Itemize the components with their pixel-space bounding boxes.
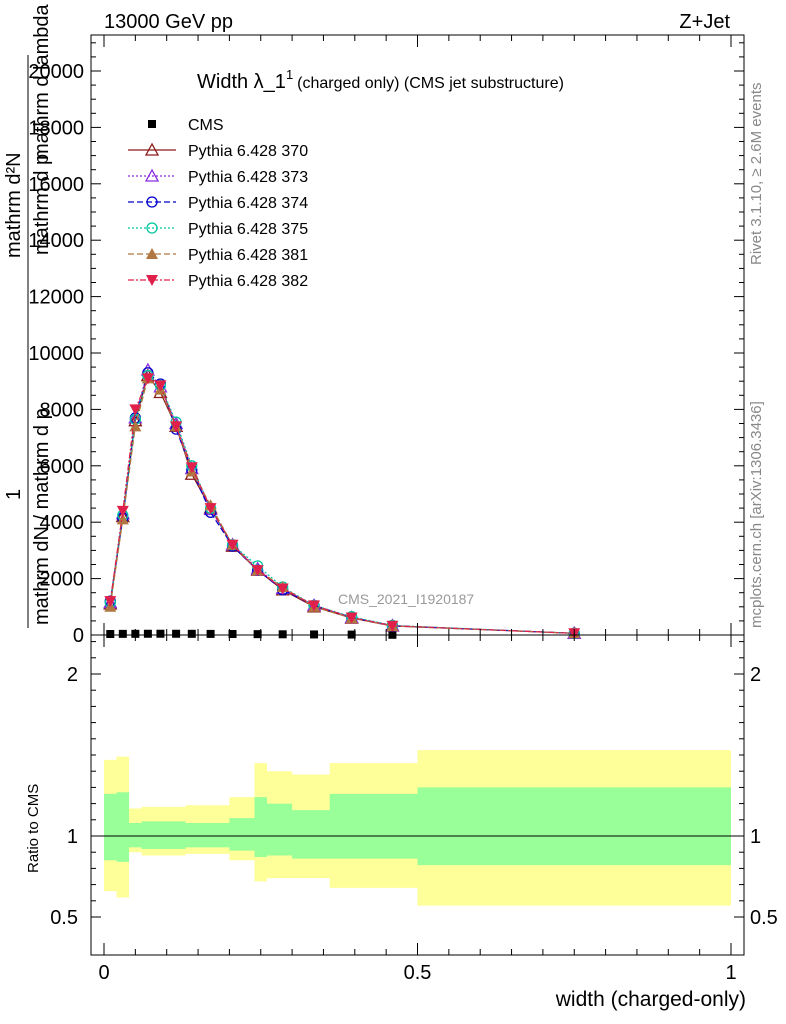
ratio-panel: 0.5 0.51 12 2 0 0.5 1 Ratio to CMS width (cha… (25, 35, 778, 1011)
x-tick-label: 0.5 (404, 962, 432, 984)
legend-entry: Pythia 6.428 375 (128, 221, 308, 238)
ratio-ytick-label: 2 (67, 664, 78, 686)
x-tick-label: 1 (725, 962, 736, 984)
watermark: CMS_2021_I1920187 (338, 591, 474, 607)
legend-marker (148, 120, 156, 128)
ratio-x-ticks: 0 0.5 1 (98, 35, 737, 984)
rivet-label: Rivet 3.1.10, ≥ 2.6M events (748, 83, 765, 266)
main-ytick-label: 14000 (28, 230, 84, 252)
y-label-line-3: mathrm d lambda (31, 4, 53, 160)
data-point (308, 600, 321, 612)
main-title: Width λ_11 (charged only) (CMS jet substr… (197, 67, 564, 93)
data-point (129, 404, 142, 416)
data-point (345, 612, 358, 624)
legend-marker (146, 248, 158, 259)
legend-label: CMS (188, 117, 224, 134)
svg-text:Width λ_11(charged only) (CMS: Width λ_11 (charged only) (CMS jet substr… (197, 67, 564, 93)
data-point (170, 421, 183, 433)
main-ytick-label: 16000 (28, 174, 84, 196)
mcplots-label: mcplots.cern.ch [arXiv:1306.3436] (748, 401, 765, 628)
main-ytick-label: 10000 (28, 343, 84, 365)
data-point (206, 629, 215, 638)
main-title-rest: (charged only) (CMS jet substructure) (297, 75, 564, 92)
data-point (251, 565, 264, 577)
data-point (106, 630, 115, 639)
y-label-line-1: mathrm d²N (3, 152, 25, 258)
legend-entry: Pythia 6.428 381 (128, 247, 308, 264)
data-point (278, 630, 287, 639)
legend-marker (144, 142, 160, 156)
legend-label: Pythia 6.428 381 (188, 247, 308, 264)
main-ytick-label: 8000 (40, 399, 85, 421)
data-point (118, 629, 127, 638)
ratio-ytick-label-right: 2 (750, 664, 761, 686)
main-y-label: mathrm d²N mathrm d p mathrm d lambda 1 … (3, 4, 53, 628)
main-ytick-label: 12000 (28, 287, 84, 309)
main-ytick-label: 4000 (40, 512, 85, 534)
legend-label: Pythia 6.428 375 (188, 221, 308, 238)
data-point (386, 620, 399, 632)
data-point (143, 629, 152, 638)
data-point (253, 630, 262, 639)
legend-marker (146, 275, 158, 286)
data-point (228, 630, 237, 639)
legend-label: Pythia 6.428 374 (188, 195, 308, 212)
data-point (204, 503, 217, 515)
main-y-ticks: 0 2000 4000 6000 8000 10000 12000 14000 16000 180… (28, 42, 744, 647)
legend-entry: Pythia 6.428 374 (128, 195, 308, 212)
legend-entry: Pythia 6.428 373 (128, 168, 308, 186)
legend-entry: Pythia 6.428 370 (128, 142, 308, 160)
data-point (276, 583, 289, 595)
ratio-ytick-label-right: 0.5 (750, 907, 778, 929)
ratio-ytick-label: 0.5 (50, 907, 78, 929)
main-ytick-label: 18000 (28, 117, 84, 139)
ratio-band-stat (104, 787, 731, 866)
legend-entry: Pythia 6.428 382 (128, 273, 308, 290)
data-point (156, 629, 165, 638)
ratio-bands (104, 750, 731, 906)
data-point (129, 420, 142, 432)
main-ytick-label: 20000 (28, 61, 84, 83)
data-point (104, 596, 117, 608)
data-point (185, 462, 198, 474)
data-point (310, 630, 319, 639)
ratio-frame (90, 634, 745, 956)
series-6 (104, 373, 581, 640)
y-label-line-5: mathrm dN / mathrm d p (31, 408, 53, 625)
data-point (141, 373, 154, 385)
legend-label: Pythia 6.428 382 (188, 273, 308, 290)
main-ytick-label: 2000 (40, 569, 85, 591)
energy-label: 13000 GeV pp (104, 11, 233, 33)
legend-marker (144, 168, 160, 182)
legend-label: Pythia 6.428 370 (188, 143, 308, 160)
y-label-line-4: 1 (3, 489, 25, 500)
legend-label: Pythia 6.428 373 (188, 169, 308, 186)
data-point (172, 629, 181, 638)
main-panel: 0 2000 4000 6000 8000 10000 12000 14000 16000 180… (3, 4, 745, 647)
main-title-sup: 1 (286, 67, 293, 82)
data-point (187, 629, 196, 638)
ratio-y-label: Ratio to CMS (25, 784, 42, 873)
main-series-group (103, 362, 582, 640)
legend: CMS Pythia 6.428 370 Pythia 6.428 373 Pythi… (128, 117, 308, 290)
data-point (116, 505, 129, 517)
data-point (226, 539, 239, 551)
legend-marker (146, 196, 158, 208)
ratio-ytick-label-right: 1 (750, 826, 761, 848)
y-label-line-2: mathrm d p (31, 154, 53, 255)
ratio-ytick-label: 1 (67, 826, 78, 848)
x-axis-label: width (charged-only) (555, 988, 746, 1011)
main-ytick-label: 6000 (40, 456, 85, 478)
legend-marker (146, 222, 158, 234)
main-title-main: Width λ_1 (197, 71, 286, 93)
main-ytick-label: 0 (73, 625, 84, 647)
legend-entry: CMS (148, 117, 224, 134)
data-point (154, 380, 167, 392)
data-point (116, 513, 129, 525)
x-tick-label: 0 (98, 962, 109, 984)
ratio-y-ticks: 0.5 0.5 1 1 2 2 (50, 641, 778, 929)
process-label: Z+Jet (679, 11, 730, 33)
